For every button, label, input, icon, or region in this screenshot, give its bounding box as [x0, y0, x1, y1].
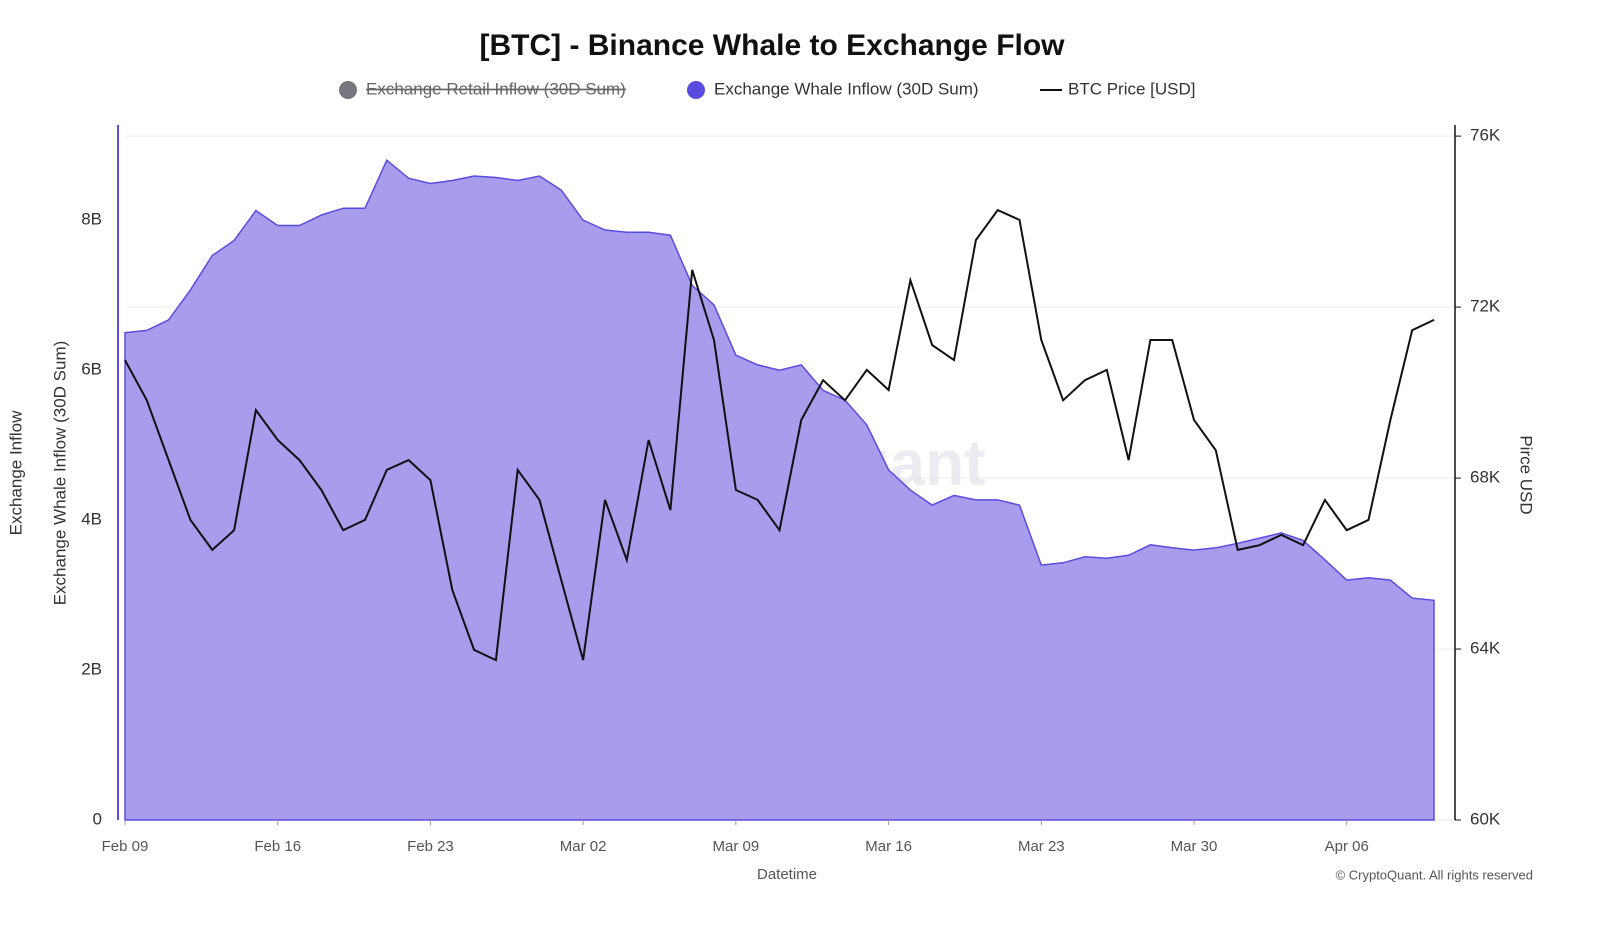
x-tick-label: Mar 16 [865, 838, 912, 855]
y2-tick-label: 72K [1470, 297, 1501, 316]
outer-y-label: Exchange Inflow [6, 410, 25, 535]
y2-tick-label: 76K [1470, 126, 1501, 145]
y-tick-label: 6B [81, 360, 102, 379]
legend-swatch [339, 81, 357, 99]
y2-tick-label: 68K [1470, 468, 1501, 487]
chart-title: [BTC] - Binance Whale to Exchange Flow [479, 29, 1065, 62]
x-tick-label: Mar 02 [560, 838, 607, 855]
y-tick-label: 0 [93, 809, 102, 828]
y2-tick-label: 64K [1470, 639, 1501, 658]
x-tick-label: Mar 23 [1018, 838, 1065, 855]
line [124, 208, 1435, 662]
y2-tick-label: 60K [1470, 809, 1501, 828]
y-tick-label: 8B [81, 210, 102, 229]
legend-label[interactable]: BTC Price [USD] [1068, 79, 1196, 98]
x-tick-label: Feb 23 [407, 838, 454, 855]
y-tick-label: 2B [81, 660, 102, 679]
y-tick-label: 4B [81, 510, 102, 529]
legend-swatch [687, 81, 705, 99]
x-axis-label: Datetime [757, 866, 817, 883]
legend-label[interactable]: Exchange Retail Inflow (30D Sum) [366, 79, 626, 98]
x-tick-label: Apr 06 [1325, 838, 1369, 855]
x-tick-label: Mar 09 [713, 838, 760, 855]
y-axis-label: Exchange Whale Inflow (30D Sum) [50, 341, 69, 606]
credit: © CryptoQuant. All rights reserved [1336, 867, 1533, 882]
area [124, 158, 1435, 821]
y2-axis-label: Pirce USD [1517, 435, 1536, 514]
x-tick-label: Mar 30 [1171, 838, 1218, 855]
x-tick-label: Feb 09 [102, 838, 149, 855]
x-tick-label: Feb 16 [254, 838, 301, 855]
legend-label[interactable]: Exchange Whale Inflow (30D Sum) [714, 79, 979, 98]
